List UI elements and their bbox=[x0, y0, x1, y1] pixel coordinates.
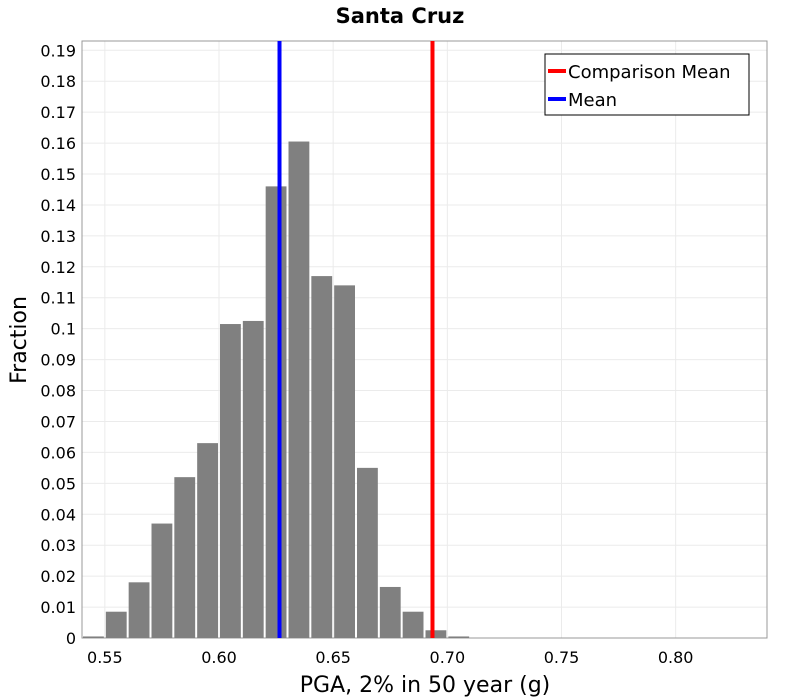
histogram-bar bbox=[83, 636, 104, 638]
histogram-bar bbox=[105, 611, 127, 638]
y-tick-label: 0.18 bbox=[40, 72, 76, 91]
histogram-bar bbox=[448, 636, 470, 638]
legend: Comparison Mean Mean bbox=[544, 53, 750, 116]
plot-area bbox=[81, 40, 768, 639]
y-tick-label: 0.01 bbox=[40, 598, 76, 617]
y-tick-label: 0.11 bbox=[40, 289, 76, 308]
grid bbox=[82, 41, 767, 638]
x-tick-label: 0.60 bbox=[201, 648, 237, 667]
histogram-bar bbox=[311, 276, 333, 638]
legend-label-comparison-mean: Comparison Mean bbox=[568, 62, 731, 83]
histogram-bar bbox=[174, 477, 196, 638]
legend-label-mean: Mean bbox=[568, 90, 617, 111]
histogram-bar bbox=[357, 467, 378, 638]
histogram-bar bbox=[265, 186, 287, 638]
x-axis-label: PGA, 2% in 50 year (g) bbox=[300, 673, 551, 698]
y-tick-label: 0.02 bbox=[40, 567, 76, 586]
histogram-bar bbox=[425, 630, 447, 638]
y-tick-label: 0.1 bbox=[51, 320, 76, 339]
y-tick-label: 0.12 bbox=[40, 258, 76, 277]
y-tick-label: 0.08 bbox=[40, 382, 76, 401]
legend-box bbox=[544, 53, 750, 116]
x-tick-label: 0.75 bbox=[544, 648, 580, 667]
x-tick-label: 0.70 bbox=[430, 648, 466, 667]
x-tick-label: 0.55 bbox=[87, 648, 123, 667]
histogram-bar bbox=[288, 141, 310, 639]
y-tick-label: 0.19 bbox=[40, 41, 76, 60]
bars bbox=[83, 141, 470, 639]
y-tick-label: 0.14 bbox=[40, 196, 76, 215]
histogram-bar bbox=[379, 586, 401, 638]
y-tick-label: 0.16 bbox=[40, 134, 76, 153]
y-tick-label: 0.05 bbox=[40, 474, 76, 493]
y-axis-label: Fraction bbox=[7, 296, 32, 384]
x-axis-ticks: 0.55 0.60 0.65 0.70 0.75 0.80 bbox=[87, 648, 693, 667]
y-tick-label: 0.03 bbox=[40, 536, 76, 555]
y-tick-label: 0.09 bbox=[40, 351, 76, 370]
y-tick-label: 0.06 bbox=[40, 443, 76, 462]
x-tick-label: 0.65 bbox=[315, 648, 351, 667]
y-tick-label: 0 bbox=[66, 629, 76, 648]
y-tick-label: 0.17 bbox=[40, 103, 76, 122]
y-axis-ticks: 0 0.01 0.02 0.03 0.04 0.05 0.06 0.07 0.08 0.09 0.1… bbox=[40, 41, 76, 648]
y-tick-label: 0.13 bbox=[40, 227, 76, 246]
y-tick-label: 0.04 bbox=[40, 505, 76, 524]
chart-title: Santa Cruz bbox=[336, 4, 465, 28]
histogram-bar bbox=[242, 320, 264, 638]
histogram-bar bbox=[151, 523, 173, 638]
histogram-bar bbox=[197, 443, 218, 638]
x-tick-label: 0.80 bbox=[658, 648, 694, 667]
histogram-bar bbox=[334, 285, 355, 638]
y-tick-label: 0.15 bbox=[40, 165, 76, 184]
y-tick-label: 0.07 bbox=[40, 412, 76, 431]
mean-lines bbox=[277, 41, 435, 638]
histogram-bar bbox=[220, 324, 241, 638]
histogram-bar bbox=[128, 582, 150, 638]
histogram-bar bbox=[402, 611, 424, 638]
